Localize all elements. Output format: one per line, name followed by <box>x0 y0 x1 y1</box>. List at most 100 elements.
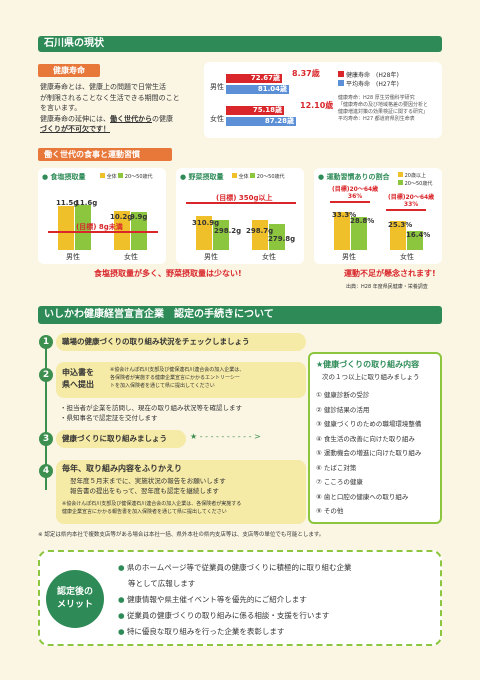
step-4-title: 毎年、取り組み内容をふりかえり <box>62 464 182 473</box>
ex-val: 25.3% <box>388 221 413 229</box>
step-2-title: 申込書を 県へ提出 <box>62 368 94 389</box>
step-3-number: 3 <box>39 432 53 446</box>
salt-female-all-bar <box>114 211 130 250</box>
activity-box-sub: 次の１つ以上に取り組みましょう <box>322 373 420 381</box>
male-label: 男性 <box>210 83 224 91</box>
step-2-number: 2 <box>39 368 53 382</box>
veg-male-young-bar <box>213 220 229 250</box>
legend-avg: 平均寿命 (H27年) <box>338 79 399 88</box>
ex-female-young-bar <box>407 231 423 250</box>
ex-val: 33.3% <box>332 211 357 219</box>
health-description: 健康寿命とは、健康上の問題で日常生活 が制限されることなく生活できる期間のこと … <box>40 82 200 135</box>
x-label: 女性 <box>124 253 138 261</box>
activity-item: ① 健康診断の受診 <box>316 391 370 399</box>
activity-box-title: ★健康づくりの取り組み内容 <box>316 360 420 369</box>
male-gap-label: 8.37歳 <box>292 69 320 78</box>
step-4-number: 4 <box>39 464 53 478</box>
salt-chart: ● 食塩摂取量 全体 20〜50歳代 11.5g 11.6g 10.2g 9.9… <box>38 168 166 264</box>
male-avg-bar: 81.04歳 <box>226 85 289 94</box>
timeline-line <box>45 340 47 490</box>
ex-val: 28.8% <box>350 217 375 225</box>
step-3-arrow: ★ - - - - - - - - - - > <box>190 432 261 441</box>
merit-item: 等として広報します <box>128 579 196 588</box>
ex-male-young-bar <box>351 217 367 250</box>
merit-item: ● 特に優良な取り組みを行った企業を表彰します <box>118 627 285 636</box>
veg-val: 298.7g <box>246 227 274 235</box>
activity-item: ⑧ 歯と口腔の健康への取り組み <box>316 492 409 501</box>
vegetable-chart: ● 野菜摂取量 全体 20〜50歳代 (目標) 350g以上 310.9g 29… <box>176 168 304 264</box>
salt-target-line <box>48 231 158 233</box>
desc-line: 健康寿命とは、健康上の問題で日常生活 <box>40 83 166 91</box>
salt-val: 10.2g <box>110 213 133 221</box>
desc-line: が制限されることなく生活できる期間のこと <box>40 93 180 102</box>
female-gap-label: 12.10歳 <box>300 101 334 110</box>
desc-line: 健康寿命の延伸には、働く世代からの健康 <box>40 114 173 123</box>
female-avg-bar: 87.28歳 <box>226 117 296 126</box>
salt-male-young-bar <box>75 205 91 250</box>
step-1-text: 職場の健康づくりの取り組み状況をチェックしましょう <box>62 337 250 346</box>
female-healthy-bar: 75.18歳 <box>226 106 284 115</box>
salt-target-label: (目標) 8g未満 <box>76 223 123 231</box>
activity-item: ⑦ こころの健康 <box>316 478 363 486</box>
merit-item: ● 従業員の健康づくりの取り組みに係る相談・支援を行います <box>118 611 330 620</box>
activity-item: ④ 食生活の改善に向けた取り組み <box>316 434 415 443</box>
health-lifespan-tag: 健康寿命 <box>38 64 100 77</box>
veg-target-label: (目標) 350g以上 <box>216 194 273 202</box>
activity-item: ③ 健康づくりのための職場環境整備 <box>316 420 422 428</box>
step-4-lines: 翌年度５月末までに、実施状況の報告をお願いします 報告書の提出をもって、翌年度も認… <box>70 477 226 495</box>
ex-male-all-bar <box>334 212 350 250</box>
desc-line: を言います。 <box>40 104 82 112</box>
veg-val: 310.9g <box>192 219 220 227</box>
ex-title: ● 運動習慣ありの割合 <box>318 173 390 181</box>
section-title-certification: いしかわ健康経営宣言企業 認定の手続きについて <box>38 306 442 324</box>
ex-target-line-male <box>330 201 370 203</box>
salt-val: 9.9g <box>130 213 148 221</box>
legend-healthy: 健康寿命 (H28年) <box>338 70 399 79</box>
lifespan-sources: 健康寿命：H28 厚生労働科学研究 「健康寿命の及び地域格差の要因分析と 健康増… <box>338 95 429 122</box>
merit-box: 認定後の メリット ● 県のホームページ等で従業員の健康づくりに積極的に取り組む企… <box>38 550 442 646</box>
salt-val: 11.5g <box>56 199 79 207</box>
step-3: 健康づくりに取り組みましょう <box>56 430 186 448</box>
step-3-text: 健康づくりに取り組みましょう <box>62 434 167 443</box>
activity-item: ⑨ その他 <box>316 507 344 515</box>
ex-legend: 20歳以上 20〜50歳代 <box>398 172 432 188</box>
veg-female-all-bar <box>252 220 268 250</box>
step-2-note: ※協会けんぽ石川支部及び健保連石川連合会の加入企業は、 各保険者が実施する健康企業… <box>110 367 245 389</box>
lifespan-chart: 男性 女性 72.67歳 81.04歳 8.37歳 75.18歳 87.28歳 … <box>204 62 442 138</box>
step-1-number: 1 <box>39 335 53 349</box>
merit-badge: 認定後の メリット <box>46 570 104 628</box>
ex-target-male: (目標)20〜64歳 36% <box>332 186 379 200</box>
ex-female-all-bar <box>390 221 406 250</box>
step-1: 職場の健康づくりの取り組み状況をチェックしましょう <box>56 333 306 351</box>
veg-legend: 全体 20〜50歳代 <box>232 173 285 180</box>
veg-target-line <box>186 202 296 204</box>
activity-item: ② 健診結果の活用 <box>316 405 370 414</box>
step-4-note: ※協会けんぽ石川支部及び健保連石川連合会の加入企業は、各保険者が実施する 健康企業… <box>62 501 242 515</box>
ex-val: 16.4% <box>406 231 431 239</box>
step-2: 申込書を 県へ提出 ※協会けんぽ石川支部及び健保連石川連合会の加入企業は、 各保険者… <box>56 362 306 398</box>
x-label: 女性 <box>262 253 276 261</box>
merit-item: ● 健康情報や県主催イベント等を優先的にご紹介します <box>118 595 307 604</box>
activity-item: ⑤ 運動機会の増進に向けた取り組み <box>316 449 422 457</box>
x-label: 男性 <box>204 253 218 261</box>
section-title-ishikawa: 石川県の現状 <box>38 36 442 52</box>
ex-target-female: (目標)20〜64歳 33% <box>388 194 435 208</box>
exercise-caption: 運動不足が懸念されます! <box>344 269 436 278</box>
male-healthy-bar: 72.67歳 <box>226 74 282 83</box>
x-label: 男性 <box>66 253 80 261</box>
diet-caption: 食塩摂取量が多く、野菜摂取量は少ない! <box>94 269 242 278</box>
desc-line: づくりが不可欠です！ <box>40 125 110 133</box>
step-2-bullets: ・担当者が企業を訪問し、現在の取り組み状況等を確認します ・県知事名で認定証を交付… <box>60 404 242 422</box>
salt-title: ● 食塩摂取量 <box>42 173 86 181</box>
x-label: 女性 <box>400 253 414 261</box>
female-label: 女性 <box>210 115 224 123</box>
veg-female-young-bar <box>269 224 285 250</box>
veg-val: 298.2g <box>214 227 242 235</box>
veg-title: ● 野菜摂取量 <box>180 173 224 181</box>
step-4: 毎年、取り組み内容をふりかえり 翌年度５月末までに、実施状況の報告をお願いします… <box>56 460 306 524</box>
exercise-chart: ● 運動習慣ありの割合 20歳以上 20〜50歳代 (目標)20〜64歳 36% … <box>314 168 442 264</box>
salt-legend: 全体 20〜50歳代 <box>100 173 153 180</box>
ex-target-line-female <box>386 209 426 211</box>
x-label: 男性 <box>342 253 356 261</box>
veg-val: 279.8g <box>268 235 296 243</box>
